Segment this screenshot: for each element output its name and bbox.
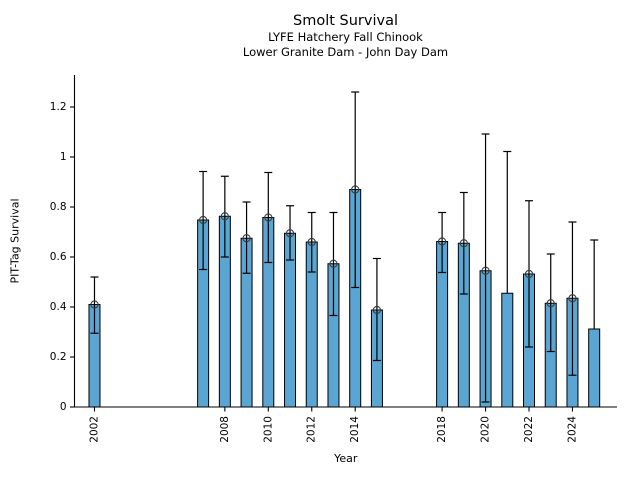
point-marker [198,215,208,225]
x-tick-label: 2010 [262,416,274,443]
x-tick-label: 2018 [436,416,448,443]
y-tick-label: 0.2 [50,351,67,363]
bar [501,292,514,408]
point-marker [481,266,490,275]
point-marker [220,212,229,221]
point-marker [524,269,534,279]
x-tick-label: 2022 [523,416,535,443]
x-tick-label: 2014 [349,416,361,443]
y-tick-label: 0.8 [50,201,67,213]
x-axis-label: Year [333,452,358,465]
y-tick-label: 0.4 [50,301,67,313]
point-marker [329,259,338,268]
chart-subtitle-line2: Lower Granite Dam - John Day Dam [242,44,449,59]
chart-subtitle-line1: LYFE Hatchery Fall Chinook [268,30,423,45]
y-tick-label: 1 [60,151,67,163]
y-tick-label: 0 [60,401,67,413]
point-marker [351,185,360,194]
chart-title: Smolt Survival [293,13,398,29]
chart-header: Smolt Survival LYFE Hatchery Fall Chinoo… [74,12,617,59]
point-marker [264,213,273,222]
point-marker [459,239,468,248]
x-tick-label: 2002 [88,416,100,443]
point-marker [546,299,555,308]
point-marker [90,300,99,309]
point-marker [568,294,577,303]
bar [588,328,601,408]
point-marker [285,229,295,238]
point-marker [437,237,447,246]
x-tick-label: 2012 [306,416,318,443]
x-tick-label: 2008 [219,416,231,443]
point-marker [307,237,316,247]
x-tick-label: 2020 [480,416,492,443]
point-marker [372,305,382,315]
y-tick-label: 1.2 [50,101,67,113]
point-marker [242,234,251,243]
y-axis-label: PIT-Tag Survival [9,198,22,283]
x-tick-label: 2024 [566,416,578,443]
y-tick-label: 0.6 [50,251,67,263]
